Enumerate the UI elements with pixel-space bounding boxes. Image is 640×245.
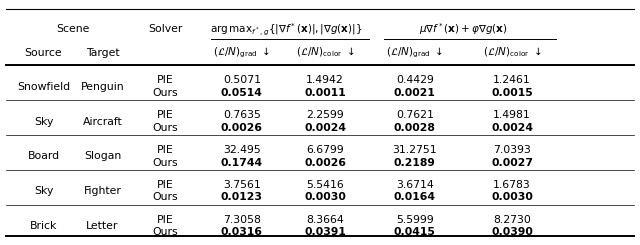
Text: 0.0390: 0.0390 xyxy=(491,227,533,237)
Text: 0.0027: 0.0027 xyxy=(491,158,533,168)
Text: Solver: Solver xyxy=(148,24,182,34)
Text: 0.7621: 0.7621 xyxy=(396,110,434,120)
Text: Source: Source xyxy=(25,48,62,58)
Text: 0.0024: 0.0024 xyxy=(304,123,346,133)
Text: 6.6799: 6.6799 xyxy=(307,145,344,155)
Text: 8.2730: 8.2730 xyxy=(493,215,531,224)
Text: Slogan: Slogan xyxy=(84,151,121,161)
Text: Target: Target xyxy=(86,48,119,58)
Text: Scene: Scene xyxy=(56,24,90,34)
Text: 0.7635: 0.7635 xyxy=(223,110,261,120)
Text: Board: Board xyxy=(28,151,60,161)
Text: 7.3058: 7.3058 xyxy=(223,215,261,224)
Text: 1.4981: 1.4981 xyxy=(493,110,531,120)
Text: PIE: PIE xyxy=(157,75,173,85)
Text: $(\mathcal{L}/N)_\mathrm{grad}$ $\downarrow$: $(\mathcal{L}/N)_\mathrm{grad}$ $\downar… xyxy=(386,46,444,60)
Text: 8.3664: 8.3664 xyxy=(307,215,344,224)
Text: Letter: Letter xyxy=(86,221,118,231)
Text: 32.495: 32.495 xyxy=(223,145,260,155)
Text: 1.2461: 1.2461 xyxy=(493,75,531,85)
Text: Sky: Sky xyxy=(34,117,53,126)
Text: Brick: Brick xyxy=(30,221,57,231)
Text: PIE: PIE xyxy=(157,110,173,120)
Text: 0.0011: 0.0011 xyxy=(304,88,346,98)
Text: Ours: Ours xyxy=(152,193,178,202)
Text: Aircraft: Aircraft xyxy=(83,117,122,126)
Text: 0.0123: 0.0123 xyxy=(221,193,263,202)
Text: 0.0024: 0.0024 xyxy=(491,123,533,133)
Text: 0.2189: 0.2189 xyxy=(394,158,436,168)
Text: 0.0030: 0.0030 xyxy=(304,193,346,202)
Text: 3.7561: 3.7561 xyxy=(223,180,260,190)
Text: 0.1744: 0.1744 xyxy=(221,158,263,168)
Text: 7.0393: 7.0393 xyxy=(493,145,531,155)
Text: 1.6783: 1.6783 xyxy=(493,180,531,190)
Text: $(\mathcal{L}/N)_\mathrm{color}$ $\downarrow$: $(\mathcal{L}/N)_\mathrm{color}$ $\downa… xyxy=(483,46,541,60)
Text: 0.0316: 0.0316 xyxy=(221,227,263,237)
Text: 0.5071: 0.5071 xyxy=(223,75,261,85)
Text: $(\mathcal{L}/N)_\mathrm{grad}$ $\downarrow$: $(\mathcal{L}/N)_\mathrm{grad}$ $\downar… xyxy=(213,46,271,60)
Text: 5.5416: 5.5416 xyxy=(307,180,344,190)
Text: $(\mathcal{L}/N)_\mathrm{color}$ $\downarrow$: $(\mathcal{L}/N)_\mathrm{color}$ $\downa… xyxy=(296,46,355,60)
Text: PIE: PIE xyxy=(157,145,173,155)
Text: 0.0030: 0.0030 xyxy=(491,193,533,202)
Text: 0.0028: 0.0028 xyxy=(394,123,436,133)
Text: 2.2599: 2.2599 xyxy=(307,110,344,120)
Text: Ours: Ours xyxy=(152,227,178,237)
Text: 31.2751: 31.2751 xyxy=(392,145,437,155)
Text: 3.6714: 3.6714 xyxy=(396,180,433,190)
Text: 0.0514: 0.0514 xyxy=(221,88,263,98)
Text: 0.0391: 0.0391 xyxy=(304,227,346,237)
Text: Ours: Ours xyxy=(152,158,178,168)
Text: 1.4942: 1.4942 xyxy=(307,75,344,85)
Text: 0.0026: 0.0026 xyxy=(304,158,346,168)
Text: Ours: Ours xyxy=(152,123,178,133)
Text: 0.0164: 0.0164 xyxy=(394,193,436,202)
Text: Snowfield: Snowfield xyxy=(17,82,70,92)
Text: Ours: Ours xyxy=(152,88,178,98)
Text: 0.0021: 0.0021 xyxy=(394,88,436,98)
Text: Sky: Sky xyxy=(34,186,53,196)
Text: 0.0026: 0.0026 xyxy=(221,123,263,133)
Text: 0.0015: 0.0015 xyxy=(491,88,533,98)
Text: $\mu\nabla f^*(\mathbf{x}) + \varphi\nabla g(\mathbf{x})$: $\mu\nabla f^*(\mathbf{x}) + \varphi\nab… xyxy=(419,22,508,37)
Text: Fighter: Fighter xyxy=(83,186,122,196)
Text: 0.4429: 0.4429 xyxy=(396,75,434,85)
Text: PIE: PIE xyxy=(157,215,173,224)
Text: 5.5999: 5.5999 xyxy=(396,215,433,224)
Text: 0.0415: 0.0415 xyxy=(394,227,436,237)
Text: $\mathrm{arg\,max}_{f^*,g}$$\{|\nabla f^*(\mathbf{x})|, |\nabla g(\mathbf{x})|\}: $\mathrm{arg\,max}_{f^*,g}$$\{|\nabla f^… xyxy=(211,21,363,37)
Text: PIE: PIE xyxy=(157,180,173,190)
Text: Penguin: Penguin xyxy=(81,82,124,92)
